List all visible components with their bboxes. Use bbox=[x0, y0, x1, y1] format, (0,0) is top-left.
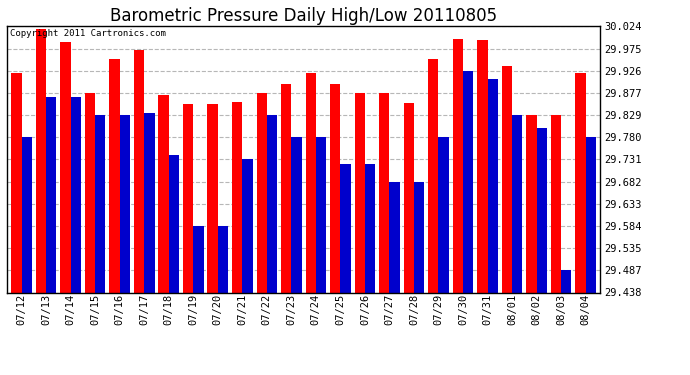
Bar bbox=[438, 137, 449, 292]
Bar bbox=[316, 137, 326, 292]
Bar bbox=[232, 102, 242, 292]
Bar bbox=[281, 84, 291, 292]
Bar bbox=[512, 115, 522, 292]
Bar bbox=[193, 226, 204, 292]
Bar bbox=[340, 164, 351, 292]
Bar bbox=[242, 159, 253, 292]
Bar bbox=[365, 164, 375, 292]
Bar bbox=[404, 104, 414, 292]
Bar bbox=[85, 93, 95, 292]
Bar bbox=[428, 59, 438, 292]
Bar bbox=[306, 73, 316, 292]
Bar bbox=[183, 104, 193, 292]
Bar bbox=[453, 39, 463, 292]
Bar bbox=[526, 115, 537, 292]
Text: Copyright 2011 Cartronics.com: Copyright 2011 Cartronics.com bbox=[10, 29, 166, 38]
Bar bbox=[119, 115, 130, 292]
Bar bbox=[218, 226, 228, 292]
Bar bbox=[586, 137, 596, 292]
Bar bbox=[551, 115, 561, 292]
Bar bbox=[110, 59, 119, 292]
Bar bbox=[11, 73, 21, 292]
Title: Barometric Pressure Daily High/Low 20110805: Barometric Pressure Daily High/Low 20110… bbox=[110, 7, 497, 25]
Bar bbox=[502, 66, 512, 292]
Bar bbox=[291, 137, 302, 292]
Bar bbox=[257, 93, 267, 292]
Bar bbox=[46, 97, 57, 292]
Bar bbox=[575, 73, 586, 292]
Bar bbox=[477, 40, 488, 292]
Bar bbox=[463, 71, 473, 292]
Bar bbox=[537, 129, 547, 292]
Bar bbox=[134, 50, 144, 292]
Bar bbox=[355, 93, 365, 292]
Bar bbox=[267, 115, 277, 292]
Bar bbox=[169, 155, 179, 292]
Bar bbox=[488, 80, 497, 292]
Bar bbox=[70, 97, 81, 292]
Bar bbox=[561, 270, 571, 292]
Bar bbox=[330, 84, 340, 292]
Bar bbox=[144, 112, 155, 292]
Bar bbox=[95, 115, 106, 292]
Bar bbox=[208, 104, 218, 292]
Bar bbox=[36, 29, 46, 292]
Bar bbox=[389, 182, 400, 292]
Bar bbox=[379, 93, 389, 292]
Bar bbox=[159, 95, 169, 292]
Bar bbox=[21, 136, 32, 292]
Bar bbox=[60, 42, 70, 292]
Bar bbox=[414, 182, 424, 292]
